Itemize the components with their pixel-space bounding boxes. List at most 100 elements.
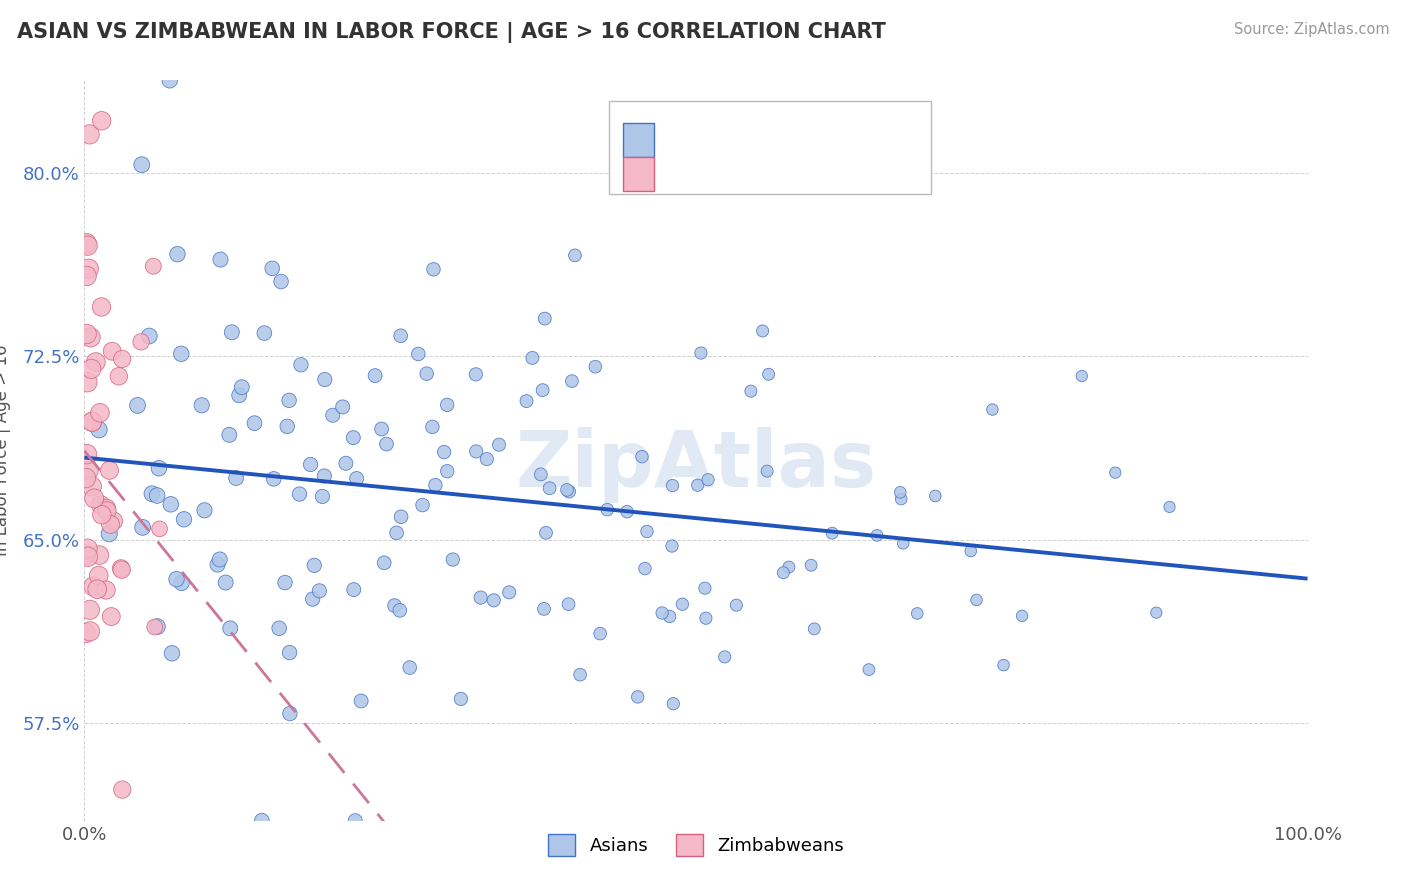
Point	[84, 355, 107, 369]
Point	[159, 73, 181, 87]
Point	[170, 347, 193, 361]
Point	[651, 606, 673, 620]
Point	[388, 603, 411, 617]
Point	[756, 464, 779, 478]
Point	[160, 646, 183, 660]
Point	[142, 259, 165, 273]
Point	[425, 478, 447, 492]
Point	[111, 782, 134, 797]
Point	[80, 415, 103, 429]
Point	[209, 252, 232, 267]
Point	[190, 398, 212, 412]
Point	[344, 814, 367, 828]
Point	[671, 597, 693, 611]
Point	[695, 611, 717, 625]
Point	[100, 517, 122, 532]
Point	[385, 525, 408, 540]
Point	[311, 490, 333, 504]
Point	[713, 649, 735, 664]
Point	[278, 706, 301, 721]
Point	[86, 582, 108, 597]
Point	[373, 556, 395, 570]
Point	[225, 471, 247, 485]
Point	[207, 558, 229, 572]
Point	[890, 491, 912, 506]
Point	[1144, 606, 1167, 620]
Point	[89, 548, 111, 562]
Point	[76, 236, 98, 251]
Point	[231, 380, 253, 394]
Point	[858, 663, 880, 677]
Point	[515, 394, 537, 409]
Point	[98, 463, 121, 477]
Point	[569, 667, 592, 681]
Point	[924, 489, 946, 503]
Point	[79, 330, 101, 344]
Point	[314, 469, 336, 483]
Point	[278, 393, 301, 408]
Legend: Asians, Zimbabweans: Asians, Zimbabweans	[541, 827, 851, 863]
Point	[412, 498, 434, 512]
Point	[290, 358, 312, 372]
Point	[346, 471, 368, 485]
Point	[384, 599, 406, 613]
Point	[90, 498, 112, 512]
Point	[332, 400, 354, 414]
Point	[450, 692, 472, 706]
Point	[76, 376, 98, 390]
Point	[219, 621, 242, 635]
Point	[470, 591, 492, 605]
Point	[90, 508, 112, 522]
Point	[228, 388, 250, 402]
Point	[148, 522, 170, 536]
Point	[1159, 500, 1181, 514]
Point	[138, 329, 160, 343]
Point	[422, 262, 444, 277]
Point	[631, 450, 654, 464]
Point	[662, 697, 685, 711]
Point	[141, 486, 163, 500]
Point	[821, 526, 844, 541]
Point	[408, 347, 430, 361]
Point	[891, 536, 914, 550]
Point	[76, 541, 98, 556]
Text: ASIAN VS ZIMBABWEAN IN LABOR FORCE | AGE > 16 CORRELATION CHART: ASIAN VS ZIMBABWEAN IN LABOR FORCE | AGE…	[17, 22, 886, 44]
Point	[389, 328, 412, 343]
Point	[364, 368, 387, 383]
Point	[661, 478, 683, 492]
Point	[75, 471, 97, 485]
Point	[740, 384, 762, 399]
Point	[103, 514, 125, 528]
Point	[79, 624, 101, 639]
Point	[75, 548, 97, 562]
Point	[288, 487, 311, 501]
Point	[1104, 466, 1126, 480]
Point	[89, 406, 111, 420]
Point	[589, 626, 612, 640]
Point	[173, 512, 195, 526]
Point	[966, 593, 988, 607]
Point	[522, 351, 544, 365]
Point	[215, 575, 238, 590]
Point	[143, 620, 166, 634]
Point	[634, 561, 657, 575]
Point	[96, 582, 118, 597]
Point	[146, 489, 169, 503]
Point	[335, 456, 357, 470]
Point	[253, 326, 276, 340]
Point	[278, 646, 301, 660]
Point	[79, 603, 101, 617]
Point	[1011, 608, 1033, 623]
Point	[108, 369, 131, 384]
Point	[243, 416, 266, 430]
Point	[422, 420, 444, 434]
Point	[166, 572, 188, 586]
Point	[80, 362, 103, 376]
Point	[111, 351, 134, 366]
Point	[398, 660, 420, 674]
Point	[322, 409, 344, 423]
Text: R = -0.272   N = 147: R = -0.272 N = 147	[665, 130, 877, 150]
Point	[436, 398, 458, 412]
Point	[80, 479, 103, 493]
Point	[76, 447, 98, 461]
